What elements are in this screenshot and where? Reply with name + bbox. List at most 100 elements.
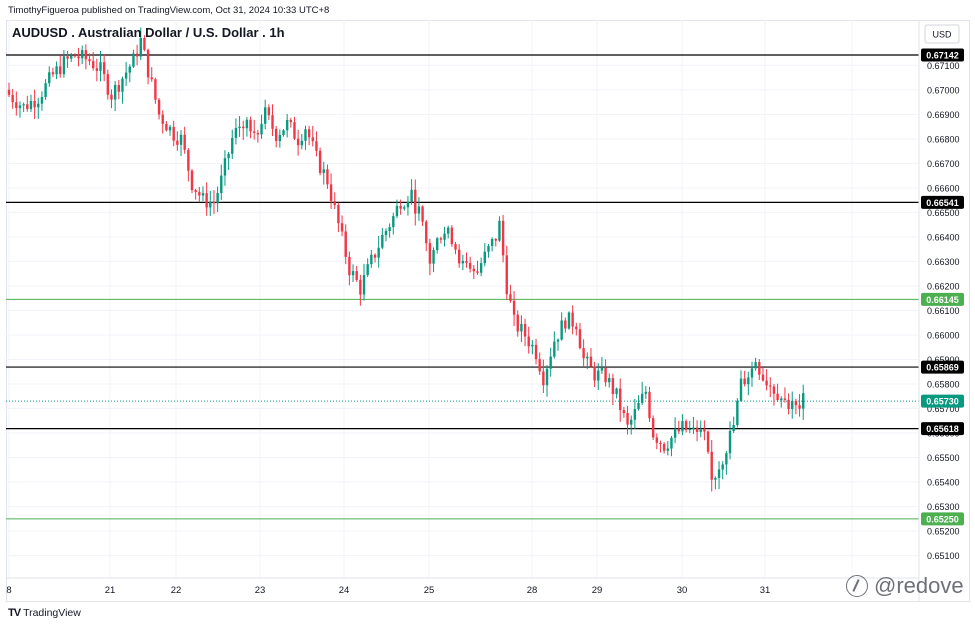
candle-body bbox=[234, 128, 238, 138]
candle-body bbox=[428, 243, 432, 264]
candle-body bbox=[520, 323, 523, 332]
price-tick-label: 0.65900 bbox=[927, 355, 960, 365]
candle-body bbox=[322, 169, 325, 173]
time-tick-label: 22 bbox=[171, 585, 182, 596]
candle-body bbox=[253, 131, 256, 133]
candle-body bbox=[436, 238, 439, 250]
price-tick-label: 0.65300 bbox=[927, 502, 960, 512]
candle-body bbox=[146, 49, 150, 78]
candle-body bbox=[227, 153, 230, 159]
candle-body bbox=[578, 329, 582, 349]
candle-body bbox=[553, 341, 556, 357]
candle-body bbox=[139, 38, 142, 57]
candle-body bbox=[608, 378, 611, 383]
candle-body bbox=[688, 429, 691, 431]
time-tick-label: 25 bbox=[424, 585, 435, 596]
candle-body bbox=[337, 204, 340, 224]
tradingview-logo[interactable]: TV TradingView bbox=[8, 607, 81, 619]
price-tick-label: 0.65500 bbox=[927, 453, 960, 463]
candle-body bbox=[699, 429, 702, 432]
candle-body bbox=[22, 104, 25, 106]
candle-body bbox=[780, 398, 783, 401]
candle-body bbox=[468, 262, 472, 269]
candle-body bbox=[245, 119, 249, 129]
candle-body bbox=[505, 255, 508, 295]
candle-body bbox=[516, 314, 519, 332]
candle-body bbox=[619, 388, 622, 411]
candle-body bbox=[443, 233, 446, 240]
candle-body bbox=[447, 227, 450, 234]
candle-body bbox=[40, 96, 44, 104]
candle-body bbox=[684, 421, 688, 431]
candle-body bbox=[542, 371, 545, 386]
candle-body bbox=[651, 418, 655, 438]
price-tick-label: 0.66500 bbox=[927, 208, 960, 218]
level-badge bbox=[921, 292, 964, 306]
candle-body bbox=[421, 206, 424, 222]
candle-body bbox=[351, 271, 355, 276]
candle-body bbox=[384, 231, 388, 235]
candle-body bbox=[747, 377, 750, 385]
candle-body bbox=[783, 398, 787, 400]
candle-body bbox=[88, 59, 91, 62]
candle-body bbox=[267, 107, 271, 116]
time-tick-label: 30 bbox=[677, 585, 688, 596]
candle-body bbox=[662, 443, 666, 451]
candle-body bbox=[479, 263, 483, 273]
candle-body bbox=[600, 367, 604, 371]
candle-body bbox=[274, 128, 278, 142]
candle-body bbox=[589, 356, 593, 367]
candle-body bbox=[110, 94, 113, 100]
candle-body bbox=[640, 393, 644, 403]
candle-body bbox=[582, 348, 585, 359]
candle-body bbox=[84, 50, 88, 60]
candle-body bbox=[216, 192, 219, 204]
candle-body bbox=[282, 130, 285, 135]
candle-body bbox=[706, 431, 710, 452]
candle-body bbox=[465, 260, 468, 263]
candle-body bbox=[300, 140, 303, 146]
candle-body bbox=[373, 254, 377, 258]
candle-body bbox=[403, 207, 406, 209]
candle-body bbox=[7, 89, 11, 95]
candle-body bbox=[425, 221, 428, 244]
candle-body bbox=[750, 368, 754, 378]
candle-body bbox=[692, 427, 695, 430]
time-tick-label: 28 bbox=[527, 585, 538, 596]
price-tick-label: 0.66800 bbox=[927, 134, 960, 144]
candle-body bbox=[249, 119, 252, 132]
candle-body bbox=[256, 132, 260, 135]
candle-body bbox=[714, 477, 717, 480]
candle-body bbox=[487, 246, 490, 252]
candle-body bbox=[340, 223, 344, 232]
candle-body bbox=[113, 84, 117, 100]
level-badge bbox=[921, 48, 964, 62]
last-price-badge bbox=[921, 394, 964, 408]
candle-body bbox=[124, 72, 128, 79]
candle-body bbox=[37, 103, 40, 108]
price-tick-label: 0.65800 bbox=[927, 379, 960, 389]
candle-body bbox=[307, 129, 311, 138]
candle-body bbox=[476, 271, 479, 273]
candle-body bbox=[212, 201, 216, 204]
candle-body bbox=[168, 126, 172, 131]
candle-body bbox=[736, 400, 739, 426]
candle-body bbox=[165, 123, 168, 131]
candle-body bbox=[26, 104, 29, 110]
candle-body bbox=[754, 362, 757, 369]
level-badge-label: 0.66541 bbox=[926, 198, 959, 208]
candle-body bbox=[66, 56, 69, 59]
chart-title: AUDUSD . Australian Dollar / U.S. Dollar… bbox=[12, 25, 285, 40]
publisher-attribution: TimothyFigueroa published on TradingView… bbox=[8, 5, 330, 16]
candle-body bbox=[183, 134, 186, 150]
candle-body bbox=[560, 320, 563, 340]
candle-body bbox=[534, 344, 538, 360]
candle-body bbox=[776, 393, 779, 401]
price-tick-label: 0.66200 bbox=[927, 281, 960, 291]
candle-body bbox=[725, 453, 728, 465]
candle-body bbox=[198, 192, 201, 196]
candle-body bbox=[370, 254, 373, 265]
candle-body bbox=[450, 227, 454, 245]
candle-body bbox=[55, 66, 58, 75]
